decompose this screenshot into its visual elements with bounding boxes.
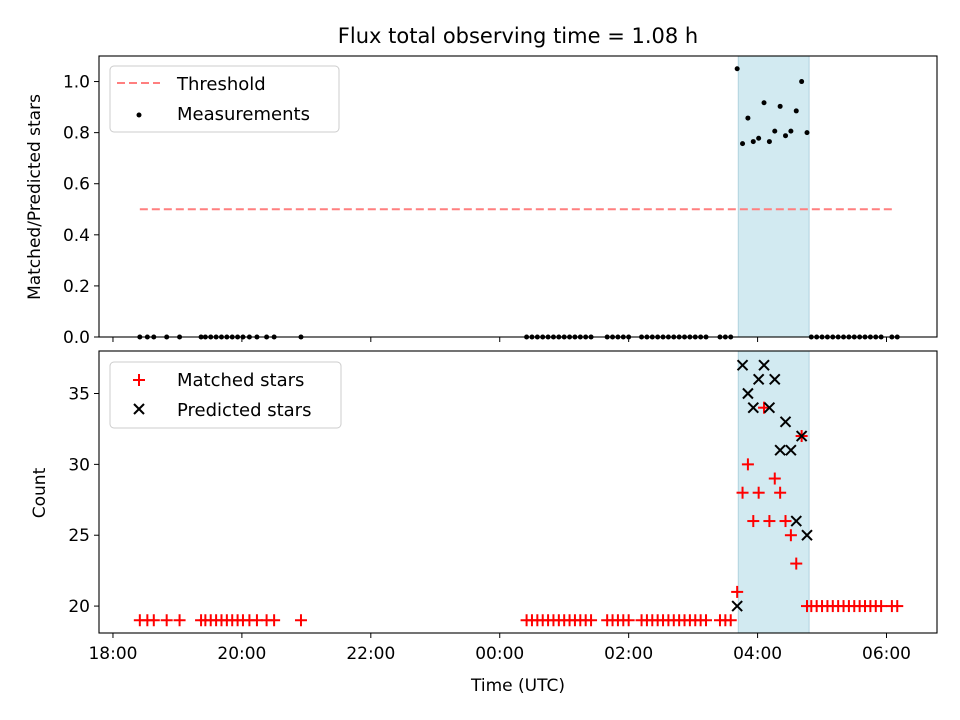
matched-star-point [784, 529, 797, 542]
matched-star-point [875, 600, 888, 613]
legend-predicted-label: Predicted stars [177, 400, 311, 421]
matched-star-point [147, 614, 160, 627]
predicted-star-point [752, 373, 765, 386]
legend-measurements-swatch [136, 112, 142, 118]
predicted-star-point [747, 401, 759, 414]
measurement-point [799, 79, 805, 85]
measurement-point [804, 130, 810, 136]
matched-star-point [763, 515, 776, 528]
count-panel-xlabel: Time (UTC) [470, 676, 565, 696]
predicted-star-point [801, 529, 813, 541]
matched-star-point [724, 614, 737, 627]
matched-star-point [752, 486, 765, 499]
matched-star-point [622, 614, 635, 627]
legend-predicted-swatch [133, 403, 145, 415]
predicted-star-point [742, 387, 754, 400]
ratio-ytick-label: 0.8 [63, 124, 90, 144]
count-panel-ylabel: Count [30, 467, 50, 518]
ratio-panel: 0.0 0.2 0.4 0.6 0.8 1.0 Matched/Predicted sta… [25, 55, 938, 348]
ratio-ytick-label: 0.6 [63, 175, 90, 195]
measurement-point [793, 108, 799, 114]
matched-star-point [790, 557, 803, 570]
count-panel: 20 25 30 35 18:00 20:00 22:00 00:00 02:00 04:00 0… [30, 350, 938, 696]
matched-star-point [891, 600, 904, 613]
measurement-point [766, 139, 772, 145]
count-ytick-label: 20 [68, 597, 90, 617]
predicted-star-point [779, 416, 792, 428]
count-xtick-label: 18:00 [88, 644, 137, 664]
measurement-point [772, 128, 778, 134]
measurement-point [756, 135, 762, 141]
count-legend: Matched stars Predicted stars [109, 361, 342, 429]
ratio-ytick-label: 1.0 [63, 73, 90, 93]
measurement-point [734, 66, 740, 72]
ratio-legend: Threshold Measurements [109, 65, 340, 133]
legend-matched-label: Matched stars [177, 370, 304, 391]
predicted-star-point [758, 359, 770, 371]
predicted-star-point [790, 515, 802, 527]
count-xtick-label: 04:00 [733, 644, 782, 664]
predicted-star-point [795, 430, 808, 442]
predicted-star-point [774, 444, 786, 456]
ratio-panel-frame [98, 55, 938, 338]
count-xtick-label: 22:00 [346, 644, 395, 664]
measurement-point [750, 139, 756, 145]
measurement-point [777, 103, 783, 109]
measurement-point [761, 100, 767, 106]
ratio-ytick-label: 0.2 [63, 277, 90, 297]
ratio-panel-ylabel: Matched/Predicted stars [25, 94, 45, 300]
count-panel-frame [98, 350, 938, 634]
ratio-legend-box [109, 65, 340, 133]
matched-star-point [774, 486, 787, 499]
matched-star-point [268, 614, 281, 627]
predicted-star-point [785, 444, 797, 456]
matched-star-point [768, 472, 781, 485]
count-ytick-label: 35 [68, 385, 90, 405]
measurement-point [745, 115, 751, 121]
predicted-star-point [731, 600, 743, 612]
count-xtick-label: 00:00 [475, 644, 524, 664]
matched-star-point [779, 515, 792, 528]
count-ytick-label: 30 [68, 455, 90, 475]
matched-star-point [173, 614, 186, 627]
matched-star-point [731, 585, 744, 598]
matched-star-point [160, 614, 173, 627]
matched-star-point [700, 614, 713, 627]
predicted-star-point [769, 373, 781, 386]
count-legend-box [109, 361, 342, 429]
legend-threshold-label: Threshold [176, 74, 266, 95]
predicted-star-point [763, 401, 776, 414]
ratio-ytick-label: 0.4 [63, 226, 90, 246]
chart-title: Flux total observing time = 1.08 h [338, 24, 698, 48]
legend-matched-swatch [133, 374, 145, 386]
matched-star-point [747, 515, 760, 528]
ratio-ytick-label: 0.0 [63, 328, 90, 348]
count-xtick-label: 02:00 [604, 644, 653, 664]
matched-star-point [736, 486, 749, 499]
ratio-observing-span [737, 55, 810, 338]
measurement-point [783, 133, 789, 139]
matched-star-point [294, 614, 307, 627]
count-xtick-label: 20:00 [217, 644, 266, 664]
legend-measurements-label: Measurements [177, 104, 310, 125]
measurement-point [740, 141, 746, 147]
matched-star-point [741, 458, 754, 471]
predicted-star-point [736, 359, 749, 371]
measurement-point [788, 128, 794, 134]
count-xtick-label: 06:00 [862, 644, 911, 664]
matched-star-point [585, 614, 598, 627]
count-ytick-label: 25 [68, 526, 90, 546]
